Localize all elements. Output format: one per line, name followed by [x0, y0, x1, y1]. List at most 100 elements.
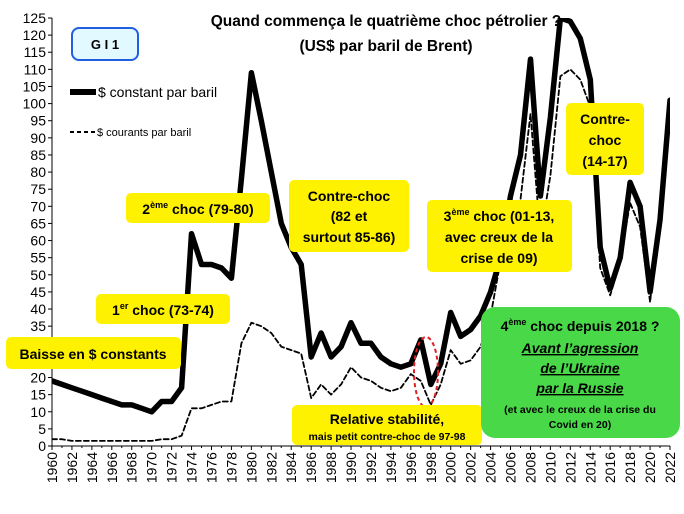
- annotation-choc4-it1: Avant l’agression: [521, 340, 639, 356]
- x-tick-label: 1978: [223, 452, 239, 483]
- annotation-contrechoc-86: Contre-choc (82 et surtout 85-86): [289, 180, 409, 252]
- x-tick-label: 1984: [283, 452, 299, 483]
- badge-box: [71, 27, 139, 61]
- annotation-choc2: 2ème choc (79-80): [126, 193, 270, 223]
- annotation-choc3-rest: choc (01-13,: [469, 208, 554, 224]
- y-tick-label: 70: [30, 198, 46, 214]
- y-tick-label: 85: [30, 147, 46, 163]
- y-tick-label: 45: [30, 284, 46, 300]
- y-tick-label: 5: [38, 421, 46, 437]
- y-tick-label: 80: [30, 164, 46, 180]
- annotation-choc4-sm1: (et avec le creux de la crise du: [504, 404, 656, 416]
- x-tick-label: 1976: [203, 452, 219, 483]
- annotation-contrechoc-14-l2: choc: [589, 132, 622, 148]
- x-tick-label: 1998: [423, 452, 439, 483]
- y-tick-label: 125: [23, 10, 47, 26]
- x-tick-label: 1988: [323, 452, 339, 483]
- annotation-contrechoc-14: Contre- choc (14-17): [566, 103, 644, 175]
- annotation-choc4-it3: par la Russie: [535, 380, 623, 396]
- x-tick-label: 1982: [263, 452, 279, 483]
- series-layer: [52, 18, 670, 442]
- x-tick-label: 1962: [64, 452, 80, 483]
- x-tick-label: 2000: [443, 452, 459, 483]
- y-tick-label: 35: [30, 318, 46, 334]
- y-tick-label: 75: [30, 181, 46, 197]
- y-tick-label: 105: [23, 78, 47, 94]
- annotation-stabilite-l1: Relative stabilité,: [330, 411, 444, 427]
- svg-text:2ème choc (79-80): 2ème choc (79-80): [142, 200, 253, 217]
- annotation-choc2-rest: choc (79-80): [168, 201, 254, 217]
- annotation-contrechoc-86-l3: surtout 85-86): [303, 229, 396, 245]
- x-tick-label: 1960: [44, 452, 60, 483]
- annotation-choc2-num: 2: [142, 201, 150, 217]
- x-tick-label: 1980: [243, 452, 259, 483]
- x-tick-label: 1994: [383, 452, 399, 483]
- annotation-choc4-it2: de l’Ukraine: [540, 360, 620, 376]
- x-tick-label: 2010: [542, 452, 558, 483]
- annotation-choc1: 1er choc (73-74): [96, 294, 230, 324]
- svg-text:4ème choc depuis 2018 ?: 4ème choc depuis 2018 ?: [501, 317, 660, 334]
- x-tick-label: 2014: [582, 452, 598, 483]
- y-tick-label: 95: [30, 113, 46, 129]
- y-axis-ticks: 0510152025303540455055606570758085909510…: [23, 10, 52, 454]
- svg-text:1er choc (73-74): 1er choc (73-74): [112, 301, 214, 318]
- y-tick-label: 115: [24, 44, 47, 60]
- y-tick-label: 40: [30, 301, 46, 317]
- x-tick-label: 2004: [483, 452, 499, 483]
- annotation-choc4-rest: choc depuis 2018 ?: [526, 318, 659, 334]
- x-tick-label: 1996: [403, 452, 419, 483]
- annotation-baisse-text: Baisse en $ constants: [19, 346, 166, 362]
- badge-label: G I 1: [91, 37, 119, 52]
- svg-text:3ème choc (01-13,: 3ème choc (01-13,: [444, 207, 555, 224]
- y-tick-label: 50: [30, 267, 46, 283]
- x-tick-label: 2018: [622, 452, 638, 483]
- x-tick-label: 2016: [602, 452, 618, 483]
- x-tick-label: 1992: [363, 452, 379, 483]
- y-tick-label: 65: [30, 215, 46, 231]
- annotation-choc3-l3: crise de 09): [460, 250, 537, 266]
- x-tick-label: 1966: [104, 452, 120, 483]
- annotation-choc4-sm2: Covid en 20): [549, 419, 611, 431]
- x-axis-ticks: 1960 1962 1964 1966 1968 1970 1972 1974 1976 1978…: [44, 446, 678, 483]
- y-tick-label: 20: [30, 370, 46, 386]
- annotation-contrechoc-86-l1: Contre-choc: [308, 188, 391, 204]
- y-tick-label: 10: [30, 404, 46, 420]
- annotation-choc1-sup: er: [120, 301, 129, 311]
- x-tick-label: 1972: [164, 452, 180, 483]
- annotation-choc3-num: 3: [444, 208, 452, 224]
- series-current-dollar-line: [52, 68, 670, 442]
- annotation-choc4-sup: ème: [508, 317, 526, 327]
- annotation-contrechoc-86-l2: (82 et: [331, 208, 368, 224]
- y-tick-label: 0: [38, 438, 46, 454]
- annotation-contrechoc-14-l3: (14-17): [582, 153, 627, 169]
- annotation-choc4-num: 4: [501, 318, 509, 334]
- annotation-contrechoc-14-l1: Contre-: [580, 111, 630, 127]
- annotation-choc3-sup: ème: [451, 207, 469, 217]
- y-tick-label: 100: [23, 96, 47, 112]
- legend-solid-label: $ constant par baril: [98, 84, 217, 100]
- x-tick-label: 1968: [124, 452, 140, 483]
- annotation-stabilite-l2: mais petit contre-choc de 97-98: [309, 431, 466, 443]
- y-tick-label: 90: [30, 130, 46, 146]
- chart-title: Quand commença le quatrième choc pétroli…: [211, 13, 562, 30]
- annotation-choc1-rest: choc (73-74): [128, 302, 214, 318]
- y-tick-label: 110: [24, 61, 47, 77]
- y-tick-label: 15: [30, 387, 46, 403]
- y-tick-label: 60: [30, 233, 46, 249]
- x-tick-label: 2006: [503, 452, 519, 483]
- x-tick-label: 2012: [562, 452, 578, 483]
- x-tick-label: 1990: [343, 452, 359, 483]
- legend-dashed-label: $ courants par baril: [97, 127, 191, 139]
- x-tick-label: 1964: [84, 452, 100, 483]
- x-tick-label: 1986: [303, 452, 319, 483]
- annotation-choc3-l2: avec creux de la: [445, 229, 553, 245]
- x-tick-label: 2008: [522, 452, 538, 483]
- x-tick-label: 2002: [463, 452, 479, 483]
- chart-subtitle: (US$ par baril de Brent): [299, 38, 472, 55]
- annotation-baisse: Baisse en $ constants: [6, 337, 181, 369]
- annotation-choc4: 4ème choc depuis 2018 ? Avant l’agressio…: [481, 307, 680, 438]
- series-constant-dollar-line: [52, 18, 670, 415]
- annotation-choc3: 3ème choc (01-13, avec creux de la crise…: [427, 200, 572, 272]
- stability-ellipse: [413, 336, 439, 408]
- x-tick-label: 1974: [184, 452, 200, 483]
